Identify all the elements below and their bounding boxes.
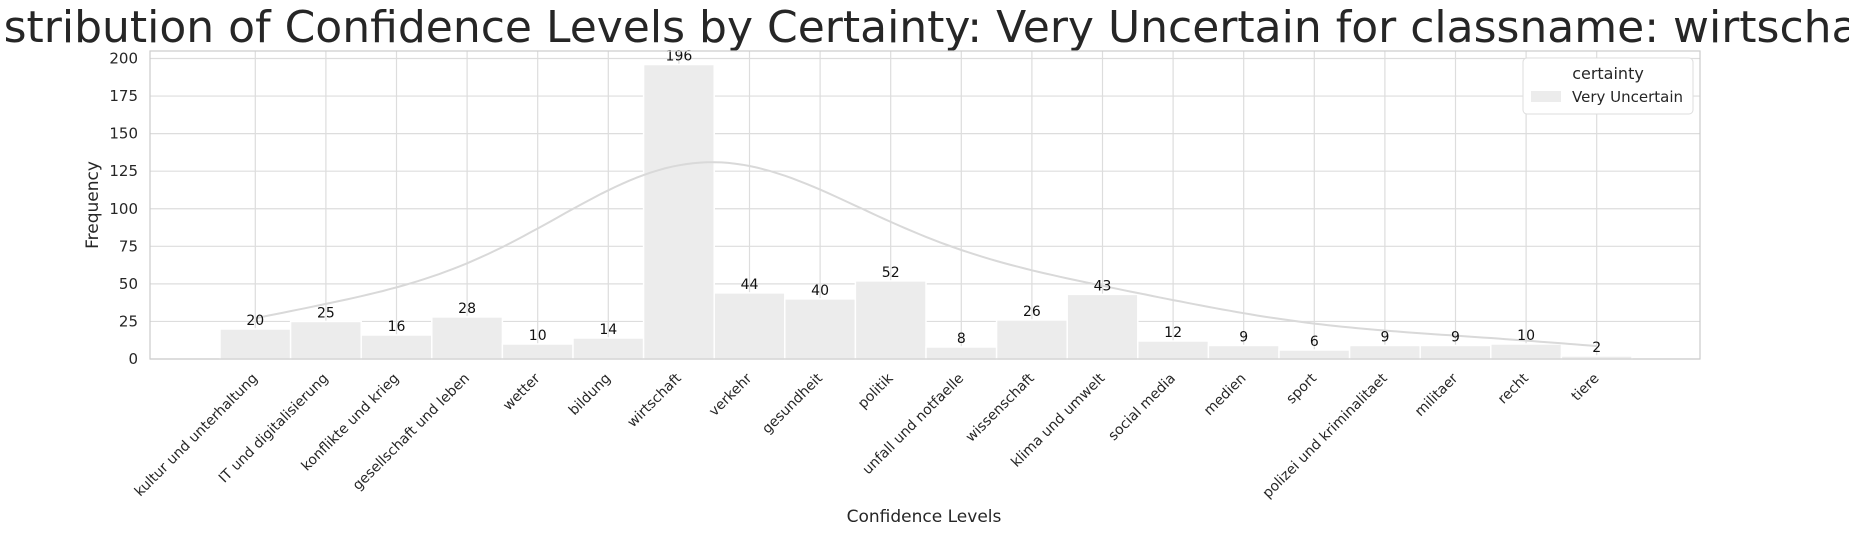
x-tick-11: wissenschaft — [963, 370, 1038, 445]
y-tick-5: 125 — [109, 162, 138, 180]
bar-1 — [289, 320, 362, 360]
bar-13 — [1137, 340, 1210, 360]
x-tick-8: gesundheit — [759, 370, 826, 437]
legend-entry-label: Very Uncertain — [1572, 88, 1683, 106]
y-axis-label: Frequency — [83, 161, 103, 249]
bar-0 — [219, 328, 292, 360]
data-label-14: 9 — [1239, 329, 1248, 345]
data-label-16: 9 — [1380, 329, 1389, 345]
x-tick-15: sport — [1283, 370, 1320, 407]
x-tick-19: tiere — [1569, 371, 1603, 405]
data-label-0: 20 — [246, 313, 264, 329]
x-tick-5: bildung — [566, 371, 614, 419]
bar-10 — [925, 346, 998, 360]
data-label-6: 196 — [666, 49, 693, 65]
bar-5 — [572, 337, 645, 360]
legend-swatch — [1531, 91, 1561, 102]
chart-title: Distribution of Confidence Levels by Cer… — [0, 2, 1849, 53]
bars — [219, 63, 1633, 360]
x-tick-14: medien — [1201, 371, 1249, 419]
x-tick-13: social media — [1105, 371, 1179, 445]
bar-17 — [1419, 344, 1492, 360]
y-tick-8: 200 — [109, 50, 138, 68]
bar-6 — [642, 63, 715, 360]
data-label-18: 10 — [1517, 328, 1535, 344]
y-tick-6: 150 — [109, 125, 138, 143]
legend-title: certainty — [1572, 64, 1644, 83]
y-tick-0: 0 — [128, 350, 138, 368]
x-tick-0: kultur und unterhaltung — [132, 371, 261, 500]
x-tick-7: verkehr — [706, 370, 755, 419]
bar-11 — [995, 319, 1068, 360]
x-tick-18: recht — [1495, 370, 1532, 407]
y-tick-3: 75 — [119, 237, 138, 255]
data-label-9: 52 — [882, 265, 900, 281]
data-label-1: 25 — [317, 305, 335, 321]
data-label-2: 16 — [388, 319, 406, 335]
bar-15 — [1278, 349, 1351, 360]
x-tick-4: wetter — [500, 370, 544, 414]
data-label-17: 9 — [1451, 329, 1460, 345]
bar-18 — [1490, 343, 1563, 360]
bar-8 — [784, 298, 857, 360]
y-tick-1: 25 — [119, 312, 138, 330]
bar-3 — [431, 316, 504, 360]
x-tick-6: wirtschaft — [624, 370, 685, 431]
data-label-15: 6 — [1310, 334, 1319, 350]
data-label-4: 10 — [529, 328, 547, 344]
x-tick-9: politik — [855, 370, 897, 412]
data-labels: 20 25 16 28 10 14 196 44 40 52 8 26 43 12 9 6 9 9 10 2 — [246, 49, 1601, 356]
bar-7 — [713, 292, 786, 360]
bar-2 — [360, 334, 433, 360]
data-label-13: 12 — [1164, 325, 1182, 341]
data-label-10: 8 — [957, 331, 966, 347]
data-label-5: 14 — [599, 322, 617, 338]
y-tick-4: 100 — [109, 200, 138, 218]
bar-9 — [854, 280, 927, 360]
y-ticks: 0 25 50 75 100 125 150 175 200 — [109, 50, 138, 368]
x-tick-17: militaer — [1412, 370, 1461, 419]
bar-14 — [1207, 344, 1280, 360]
kde-curve — [255, 161, 1597, 348]
plot-frame — [149, 50, 1701, 360]
bar-4 — [501, 343, 574, 360]
y-tick-7: 175 — [109, 87, 138, 105]
data-label-8: 40 — [811, 283, 829, 299]
x-tick-16: polizei und kriminalitaet — [1260, 370, 1391, 501]
bar-12 — [1066, 293, 1139, 360]
legend-box — [1522, 57, 1694, 115]
data-label-11: 26 — [1023, 304, 1041, 320]
data-label-3: 28 — [458, 301, 476, 317]
x-axis-label: Confidence Levels — [847, 507, 1002, 527]
bar-16 — [1348, 344, 1421, 360]
data-label-12: 43 — [1094, 278, 1112, 294]
legend: certainty Very Uncertain — [1522, 57, 1694, 115]
data-label-7: 44 — [741, 277, 759, 293]
x-tick-3: gesellschaft und leben — [350, 371, 473, 494]
y-tick-2: 50 — [119, 275, 138, 293]
data-label-19: 2 — [1592, 340, 1601, 356]
